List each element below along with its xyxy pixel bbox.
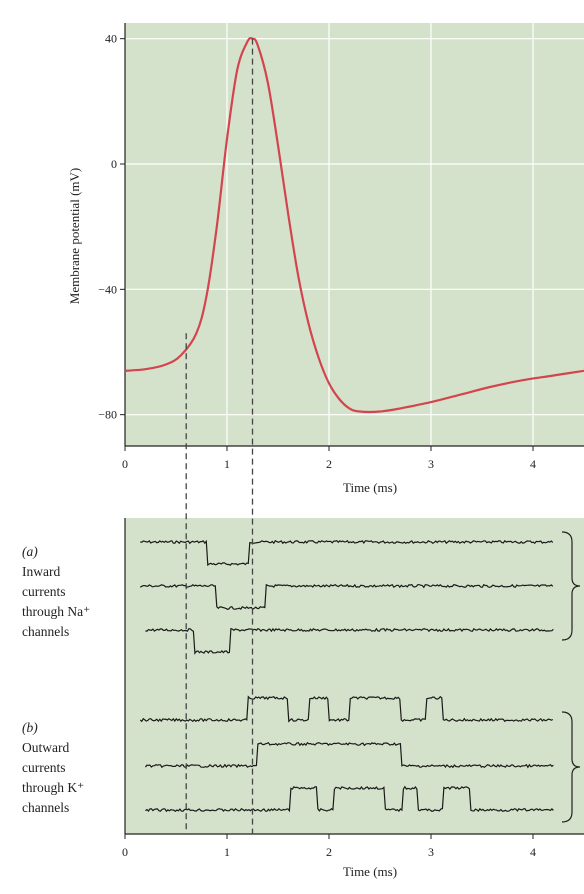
group-b-label: (b) Outward currents through K⁺ channels: [22, 720, 84, 815]
action-potential-curve: [124, 36, 584, 414]
channel-currents-panel: 0 1 2 3 4 Time (ms) (a) Inward currents thro…: [22, 518, 584, 879]
group-b-line-4: channels: [22, 800, 69, 815]
membrane-potential-x-axis-title: Time (ms): [343, 480, 397, 495]
x-tick-label: 1: [224, 845, 230, 859]
membrane-potential-gridlines: [125, 23, 584, 446]
membrane-potential-y-axis-title: Membrane potential (mV): [67, 168, 82, 304]
k-group-brace: [561, 711, 581, 823]
na-channel-trace: [139, 583, 554, 610]
x-tick-label: 2: [326, 457, 332, 471]
x-tick-label: 3: [428, 457, 434, 471]
group-a-letter: (a): [22, 544, 38, 559]
y-tick-label: 40: [105, 32, 117, 46]
na-channel-trace: [140, 539, 554, 567]
group-a-label: (a) Inward currents through Na⁺ channels: [22, 544, 90, 639]
group-b-line-3: through K⁺: [22, 780, 84, 795]
y-tick-label: −40: [98, 282, 117, 296]
x-tick-label: 4: [530, 845, 536, 859]
group-a-line-4: channels: [22, 624, 69, 639]
k-channel-trace: [144, 741, 554, 769]
x-tick-label: 1: [224, 457, 230, 471]
channel-currents-x-axis-title: Time (ms): [343, 864, 397, 879]
group-a-line-2: currents: [22, 584, 65, 599]
membrane-potential-y-ticks: 40 0 −40 −80: [98, 32, 125, 422]
x-tick-label: 0: [122, 845, 128, 859]
na-group-brace: [561, 531, 581, 641]
na-channel-trace: [145, 627, 554, 655]
group-b-line-2: currents: [22, 760, 65, 775]
group-a-line-1: Inward: [22, 564, 60, 579]
channel-currents-x-ticks: 0 1 2 3 4: [122, 834, 536, 859]
group-b-letter: (b): [22, 720, 38, 735]
y-tick-label: −80: [98, 408, 117, 422]
group-b-line-1: Outward: [22, 740, 69, 755]
x-tick-label: 2: [326, 845, 332, 859]
group-braces: [561, 531, 581, 823]
x-tick-label: 0: [122, 457, 128, 471]
y-tick-label: 0: [111, 157, 117, 171]
x-tick-label: 3: [428, 845, 434, 859]
reference-dashed-lines: [185, 38, 254, 834]
k-channel-trace: [139, 695, 554, 723]
channel-currents-plot-area: [125, 518, 584, 834]
membrane-potential-plot-area: [125, 23, 584, 446]
group-a-line-3: through Na⁺: [22, 604, 90, 619]
membrane-potential-panel: 40 0 −40 −80 0 1 2 3 4 Time (ms) Membrane poten…: [67, 23, 584, 495]
membrane-potential-x-ticks: 0 1 2 3 4: [122, 446, 536, 471]
k-channel-trace: [145, 785, 554, 813]
single-channel-traces: [139, 539, 554, 813]
x-tick-label: 4: [530, 457, 536, 471]
